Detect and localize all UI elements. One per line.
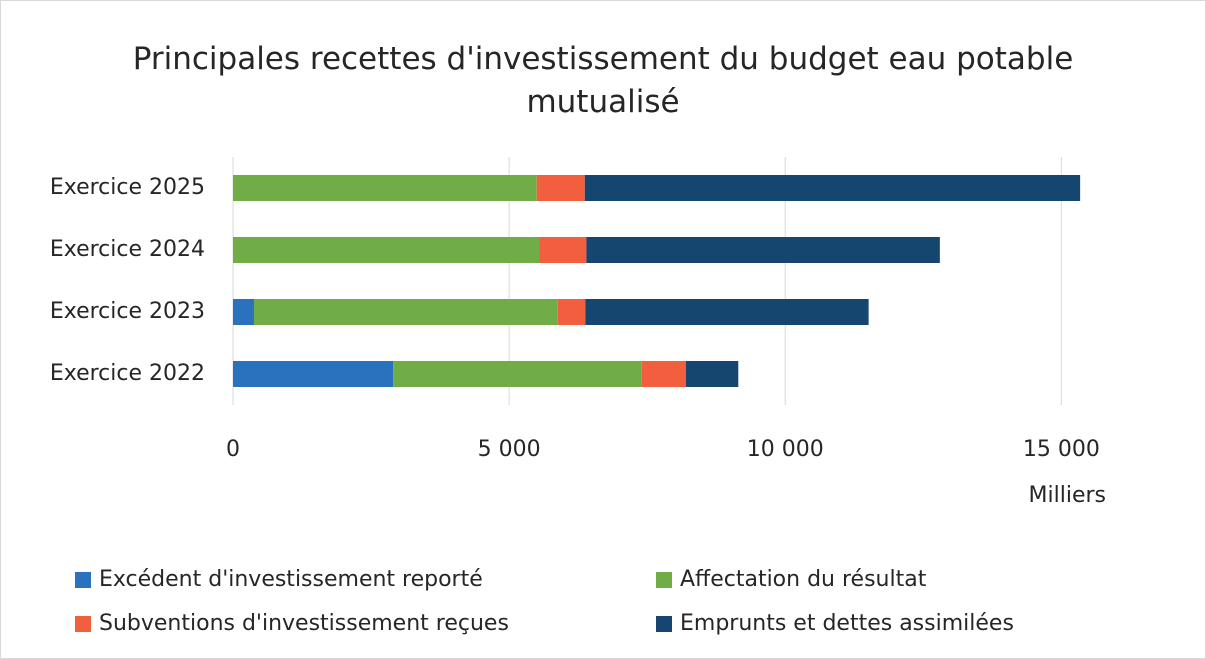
legend-label: Emprunts et dettes assimilées <box>680 611 1014 636</box>
y-tick-label: Exercice 2025 <box>50 175 205 200</box>
legend-swatch <box>656 572 672 588</box>
x-tick-label: 15 000 <box>1023 437 1100 462</box>
bar-segment <box>584 175 1081 201</box>
bar-segment <box>233 299 254 325</box>
y-tick-label: Exercice 2024 <box>50 237 205 262</box>
x-tick-label: 0 <box>226 437 240 462</box>
legend-label: Subventions d'investissement reçues <box>99 611 509 636</box>
bar-segment <box>536 175 585 201</box>
legend-label: Excédent d'investissement reporté <box>99 567 483 592</box>
x-axis-label: Milliers <box>1029 483 1106 508</box>
bar-segment <box>539 237 587 263</box>
chart-title: Principales recettes d'investissement du… <box>132 41 1074 120</box>
bar-segment <box>685 361 739 387</box>
legend-swatch <box>75 572 91 588</box>
bar-segment <box>253 299 558 325</box>
bar-segment <box>233 175 537 201</box>
legend-swatch <box>656 616 672 632</box>
bar-segment <box>393 361 642 387</box>
legend-label: Affectation du résultat <box>680 567 927 592</box>
x-tick-label: 5 000 <box>478 437 541 462</box>
bar-segment <box>557 299 586 325</box>
bar-segment <box>585 299 869 325</box>
legend-swatch <box>75 616 91 632</box>
bar-segment <box>641 361 686 387</box>
y-tick-label: Exercice 2022 <box>50 361 205 386</box>
bar-segment <box>586 237 940 263</box>
bar-segment <box>233 361 394 387</box>
bar-segment <box>233 237 540 263</box>
y-tick-label: Exercice 2023 <box>50 299 205 324</box>
x-tick-label: 10 000 <box>747 437 824 462</box>
